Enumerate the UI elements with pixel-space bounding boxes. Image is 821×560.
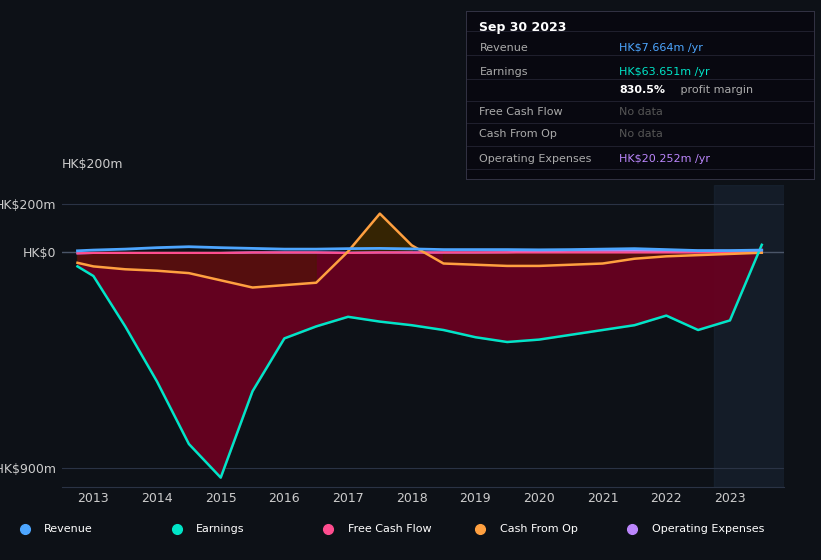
Text: HK$7.664m /yr: HK$7.664m /yr [619,43,703,53]
Text: Free Cash Flow: Free Cash Flow [348,524,432,534]
Text: Earnings: Earnings [479,67,528,77]
Text: Operating Expenses: Operating Expenses [652,524,764,534]
Text: HK$20.252m /yr: HK$20.252m /yr [619,154,710,164]
Text: Cash From Op: Cash From Op [500,524,578,534]
Text: Revenue: Revenue [44,524,93,534]
Text: HK$63.651m /yr: HK$63.651m /yr [619,67,709,77]
Text: Operating Expenses: Operating Expenses [479,154,592,164]
Text: Earnings: Earnings [196,524,245,534]
Text: No data: No data [619,129,663,139]
Bar [714,185,784,487]
Text: 830.5%: 830.5% [619,85,665,95]
Text: Sep 30 2023: Sep 30 2023 [479,21,566,34]
Text: profit margin: profit margin [677,85,753,95]
Text: Cash From Op: Cash From Op [479,129,557,139]
Text: HK$200m: HK$200m [62,158,123,171]
Text: Revenue: Revenue [479,43,528,53]
Text: Free Cash Flow: Free Cash Flow [479,107,563,117]
Text: No data: No data [619,107,663,117]
